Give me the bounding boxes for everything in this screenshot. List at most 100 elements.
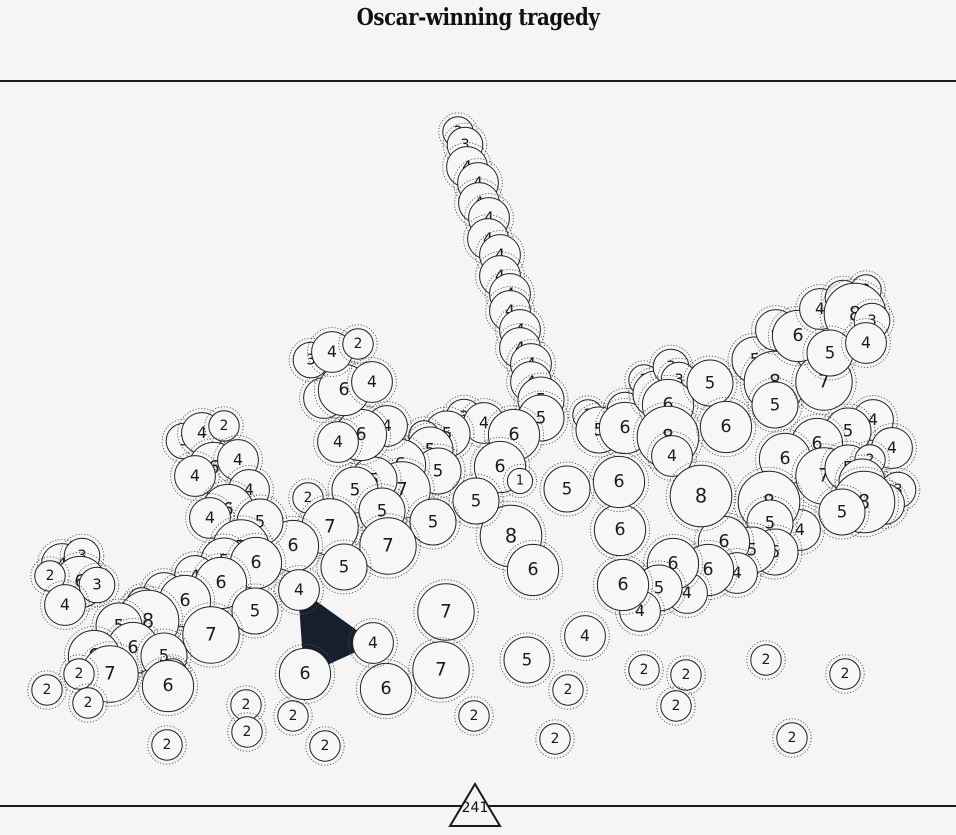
ring-piece[interactable]: 5 [227,583,283,639]
ring-piece-value: 2 [354,336,363,352]
ring-piece[interactable]: 5 [682,355,738,411]
ring-piece-value: 2 [289,708,298,724]
ring-piece-value: 6 [338,380,349,400]
ring-piece-value: 4 [333,433,343,451]
ring-piece[interactable]: 8 [665,460,737,532]
ring-piece-value: 6 [702,560,713,580]
ring-piece-value: 4 [327,343,337,361]
ring-piece[interactable]: 1 [502,463,538,499]
ring-piece-value: 5 [350,481,361,500]
ring-piece[interactable]: 5 [448,473,504,529]
ring-piece[interactable]: 2 [204,406,244,446]
ring-piece[interactable]: 5 [802,325,858,381]
ring-piece-value: 6 [179,591,190,611]
ring-piece-value: 4 [367,373,377,391]
ring-piece[interactable]: 5 [499,632,555,688]
ring-piece-value: 6 [614,520,625,540]
ring-piece[interactable]: 5 [539,461,595,517]
ring-piece[interactable]: 4 [274,565,324,615]
ring-piece-value: 5 [339,558,350,577]
ring-piece[interactable]: 7 [413,579,479,645]
game-board[interactable]: 2344444444444445525362533658465857464328… [0,80,956,807]
counter-value: 241 [462,800,489,816]
ring-piece-value: 2 [841,666,850,682]
ring-piece[interactable]: 2 [27,670,67,710]
ring-piece-value: 5 [562,480,573,499]
ring-piece-value: 4 [795,521,805,539]
ring-piece[interactable]: 4 [348,618,398,668]
ring-piece[interactable]: 6 [695,396,757,458]
ring-piece[interactable]: 6 [589,499,651,561]
ring-piece-value: 2 [84,695,93,711]
ring-piece-value: 6 [718,532,729,552]
ring-piece-value: 6 [662,395,673,415]
ring-piece[interactable]: 2 [825,654,865,694]
ring-piece-value: 7 [440,602,452,623]
ring-piece-value: 2 [243,724,252,740]
ring-piece[interactable]: 2 [548,670,588,710]
ring-piece-value: 6 [811,434,822,454]
ring-piece[interactable]: 2 [535,719,575,759]
ring-piece[interactable]: 5 [316,539,372,595]
ring-piece-value: 7 [104,664,116,685]
ring-piece-value: 4 [205,509,215,527]
ring-piece[interactable]: 2 [666,655,706,695]
ring-piece[interactable]: 6 [592,554,654,616]
ring-piece[interactable]: 6 [588,451,650,513]
ring-piece-value: 4 [505,302,515,320]
ring-piece-value: 5 [159,647,170,666]
ring-piece-value: 4 [368,634,378,652]
ring-piece-value: 6 [508,425,519,445]
ring-piece-value: 6 [287,536,298,556]
ring-piece[interactable]: 6 [137,655,199,717]
ring-piece[interactable]: 2 [624,650,664,690]
ring-piece-value: 2 [788,730,797,746]
ring-piece[interactable]: 2 [454,696,494,736]
ring-piece-value: 2 [640,662,649,678]
ring-piece[interactable]: 4 [560,611,610,661]
ring-piece[interactable]: 7 [178,602,244,668]
ring-piece-value: 2 [321,738,330,754]
ring-piece[interactable]: 7 [355,513,421,579]
ring-piece[interactable]: 5 [814,484,870,540]
ring-piece[interactable]: 2 [273,696,313,736]
ring-piece[interactable]: 2 [227,712,267,752]
ring-piece[interactable]: 2 [305,726,345,766]
triangle-icon [448,782,502,827]
ring-piece[interactable]: 4 [40,580,90,630]
ring-piece[interactable]: 2 [59,654,99,694]
ring-piece-value: 5 [843,422,854,441]
ring-piece[interactable]: 2 [746,640,786,680]
ring-piece[interactable]: 6 [355,658,417,720]
ring-piece[interactable]: 6 [502,539,564,601]
ring-piece[interactable]: 2 [338,324,378,364]
ring-piece[interactable]: 4 [347,357,397,407]
ring-piece[interactable]: 4 [841,318,891,368]
piece-counter: 241 [448,782,502,827]
ring-piece[interactable]: 5 [747,377,803,433]
ring-piece-value: 3 [460,137,469,154]
ring-piece[interactable]: 7 [408,637,474,703]
ring-piece[interactable]: 5 [405,494,461,550]
ring-piece-value: 2 [564,682,573,698]
ring-piece[interactable]: 6 [274,643,336,705]
ring-piece[interactable]: 3 [74,562,120,608]
ring-piece-value: 7 [818,372,830,393]
ring-piece-value: 3 [92,577,101,594]
ring-piece-value: 2 [551,731,560,747]
ring-piece-value: 4 [197,424,207,442]
ring-piece-value: 6 [619,418,630,438]
ring-piece[interactable]: 4 [170,451,220,501]
ring-piece-value: 6 [215,573,226,593]
ring-piece-value: 4 [294,581,304,599]
ring-piece-value: 6 [494,457,505,477]
ring-piece-value: 5 [654,579,665,598]
ring-piece[interactable]: 2 [656,686,696,726]
ring-piece[interactable]: 4 [313,417,363,467]
ring-piece[interactable]: 4 [185,493,235,543]
ring-piece[interactable]: 2 [68,683,108,723]
ring-piece-value: 4 [382,417,392,435]
ring-piece[interactable]: 2 [147,725,187,765]
ring-piece-value: 4 [495,246,505,264]
ring-piece[interactable]: 2 [772,718,812,758]
